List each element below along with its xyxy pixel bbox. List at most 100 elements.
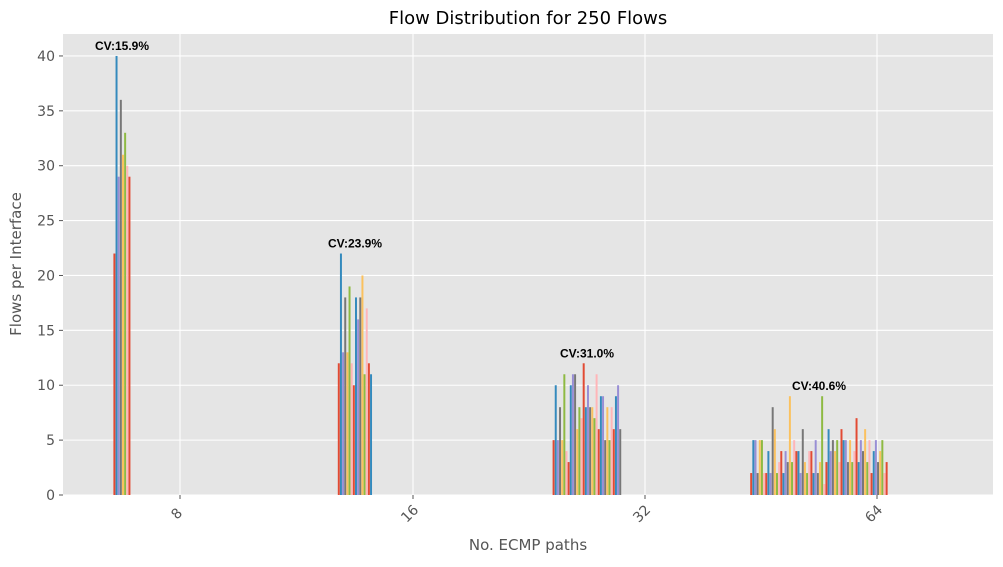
- bar: [126, 165, 129, 495]
- bar: [862, 451, 864, 495]
- bars: [113, 55, 888, 496]
- bar: [580, 418, 583, 495]
- bar: [348, 286, 351, 495]
- bar: [821, 396, 824, 495]
- bar: [819, 462, 821, 495]
- bar: [773, 429, 776, 495]
- cv-label: CV:31.0%: [560, 346, 614, 360]
- bar: [355, 297, 357, 495]
- bar: [784, 451, 787, 495]
- bar: [803, 462, 806, 495]
- bar: [870, 473, 873, 495]
- bar: [760, 440, 763, 495]
- bar: [763, 473, 766, 495]
- bar: [559, 407, 562, 495]
- y-tick-label: 30: [37, 159, 55, 175]
- bar: [593, 418, 596, 495]
- bar: [571, 374, 574, 495]
- bar: [812, 473, 815, 495]
- bar: [606, 407, 609, 495]
- bar: [556, 440, 559, 495]
- cv-label: CV:15.9%: [95, 39, 149, 53]
- cv-label: CV:40.6%: [792, 379, 846, 393]
- bar: [765, 473, 768, 495]
- chart-title: Flow Distribution for 250 Flows: [389, 8, 668, 29]
- bar: [561, 440, 564, 495]
- bar: [838, 462, 841, 495]
- bar: [597, 429, 600, 495]
- bar: [810, 451, 813, 495]
- bar: [370, 374, 373, 495]
- bar: [782, 473, 785, 495]
- bar: [584, 407, 587, 495]
- bar: [552, 440, 555, 495]
- bar: [864, 429, 867, 495]
- y-tick-label: 5: [46, 433, 55, 449]
- bar: [840, 429, 843, 495]
- cv-label: CV:23.9%: [328, 237, 382, 251]
- bar: [825, 462, 828, 495]
- bar: [883, 473, 886, 495]
- y-tick-label: 35: [37, 104, 55, 120]
- bar: [619, 429, 622, 495]
- bar: [866, 462, 869, 495]
- bar: [587, 385, 589, 495]
- bar: [846, 462, 849, 495]
- bar: [124, 132, 127, 496]
- bar: [756, 473, 759, 495]
- bar: [346, 352, 349, 495]
- bar: [851, 462, 854, 495]
- bar: [849, 440, 852, 495]
- bar: [589, 407, 592, 495]
- bar: [853, 451, 856, 495]
- bar: [857, 462, 860, 495]
- bar: [758, 440, 761, 495]
- x-axis-title: No. ECMP paths: [469, 536, 587, 554]
- bar: [582, 363, 585, 495]
- bar: [119, 99, 122, 495]
- bar: [604, 440, 607, 495]
- x-tick-label: 8: [168, 505, 186, 523]
- bar: [823, 484, 826, 495]
- bar: [771, 407, 774, 495]
- bar: [778, 462, 781, 495]
- bar: [885, 462, 888, 495]
- bar: [350, 363, 353, 495]
- bar: [872, 451, 875, 495]
- bar: [554, 385, 557, 495]
- bar: [128, 176, 131, 495]
- bar: [122, 154, 124, 495]
- y-tick-label: 25: [37, 214, 55, 230]
- bar: [877, 462, 880, 495]
- bar: [113, 253, 116, 495]
- bar: [339, 253, 342, 495]
- bar: [791, 462, 794, 495]
- bar: [363, 374, 366, 495]
- bar: [361, 275, 364, 495]
- bar: [563, 374, 566, 495]
- y-tick-label: 40: [37, 49, 55, 65]
- bar: [752, 440, 755, 495]
- bar: [776, 473, 778, 495]
- x-tick-label: 64: [862, 502, 886, 526]
- cv-labels: CV:15.9% CV:23.9% CV:31.0% CV:40.6%: [95, 39, 846, 393]
- plot-background: [63, 34, 993, 495]
- x-tick-label: 32: [630, 502, 654, 526]
- bar: [365, 308, 368, 495]
- bar: [617, 385, 620, 495]
- bar: [801, 429, 804, 495]
- bar: [836, 440, 839, 495]
- bar: [344, 297, 347, 495]
- y-tick-label: 20: [37, 268, 55, 284]
- grid: [63, 34, 993, 496]
- bar: [117, 176, 120, 495]
- bar: [859, 440, 862, 495]
- bar: [574, 374, 577, 495]
- bar: [868, 440, 871, 495]
- bar: [829, 451, 832, 495]
- x-axis: 8 16 32 64: [168, 495, 886, 526]
- bar: [834, 451, 837, 495]
- y-axis-title: Flows per Interface: [7, 192, 25, 336]
